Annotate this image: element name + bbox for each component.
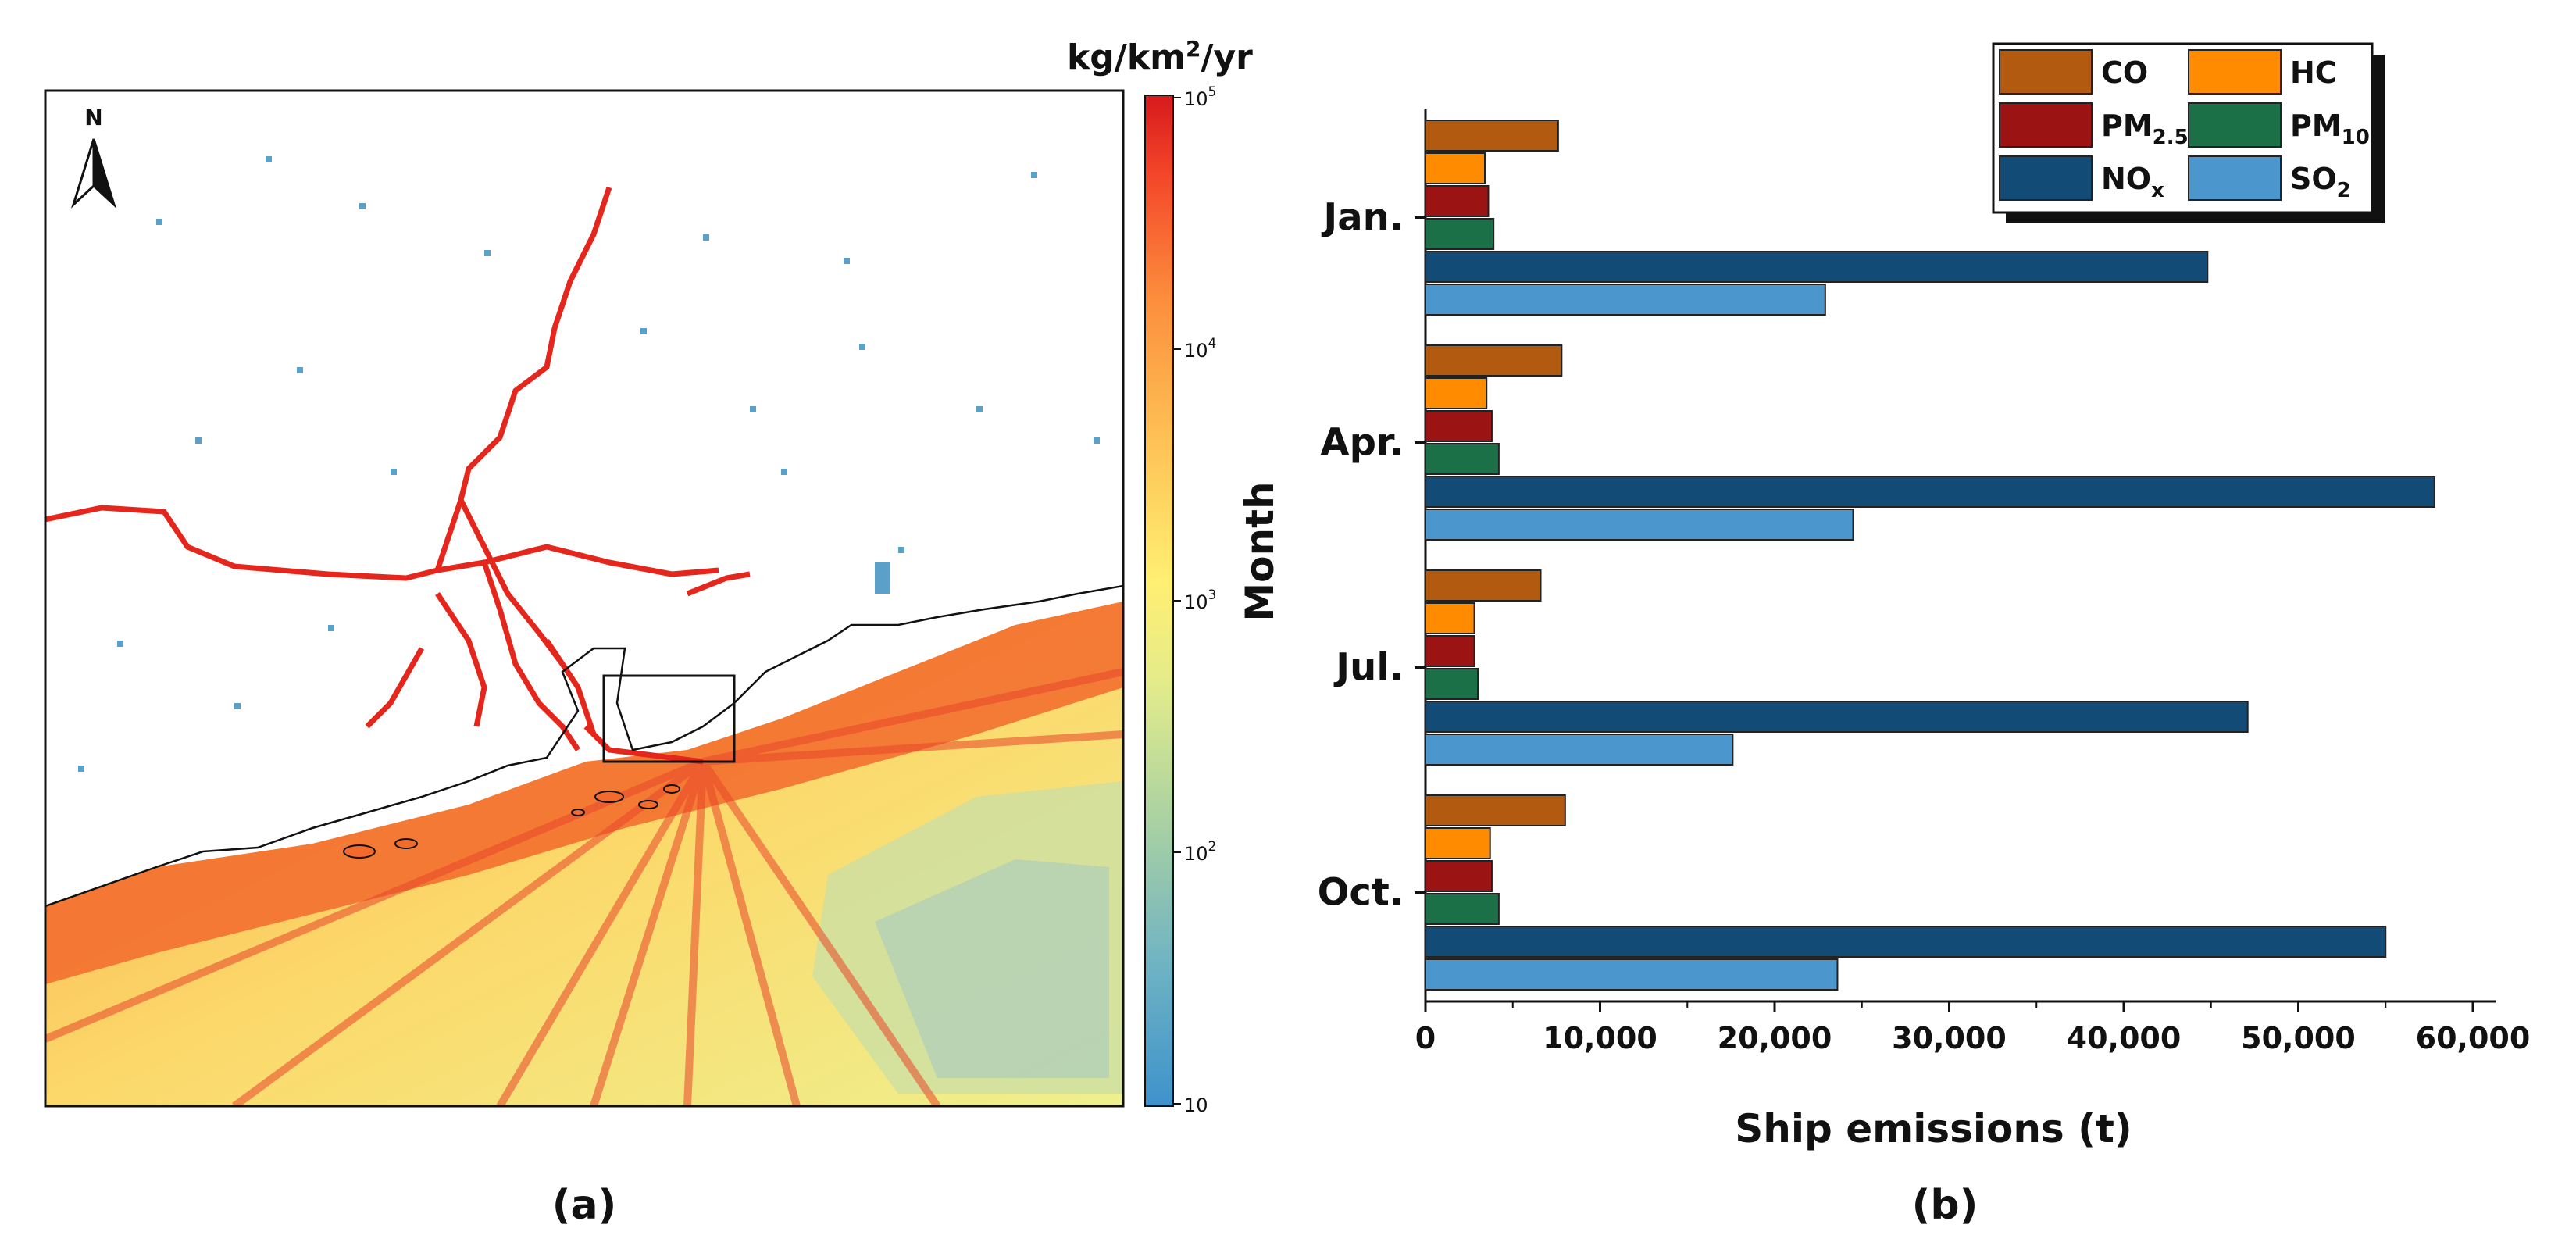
bar-co-oct: [1425, 794, 1566, 826]
colorbar-gradient: [1144, 95, 1174, 1107]
river-network: [45, 186, 751, 765]
bar-so-2-jan: [1425, 284, 1826, 316]
legend-label: SO2: [2290, 162, 2351, 202]
bar-co-jul: [1425, 569, 1542, 602]
legend-swatch: [2188, 155, 2282, 201]
bar-no-x-oct: [1425, 926, 2387, 958]
y-axis-title: Month: [1237, 481, 1283, 621]
bar-hc-jul: [1425, 602, 1475, 634]
legend-label: PM2.5: [2101, 109, 2189, 149]
colorbar-unit: kg/km2/yr: [1067, 36, 1253, 77]
y-tick-label: Apr.: [1320, 421, 1404, 465]
x-tick-label: 10,000: [1543, 1021, 1657, 1055]
panel-a-label: (a): [552, 1182, 617, 1229]
bar-pm-10-oct: [1425, 893, 1500, 925]
bar-pm-25-jan: [1425, 185, 1490, 217]
x-axis-title: Ship emissions (t): [1735, 1106, 2132, 1151]
x-tick-label: 20,000: [1718, 1021, 1832, 1055]
bar-so-2-oct: [1425, 958, 1839, 991]
colorbar-tick-label: 102: [1184, 839, 1216, 865]
colorbar-tick-label: 103: [1184, 587, 1216, 613]
legend-swatch: [1999, 155, 2093, 201]
bar-no-x-apr: [1425, 476, 2435, 508]
x-tick-label: 30,000: [1892, 1021, 2007, 1055]
colorbar: kg/km2/yr 105 104 103 102 10: [1067, 36, 1253, 1116]
legend-label: PM10: [2290, 109, 2370, 149]
legend-label: HC: [2290, 55, 2337, 90]
bar-no-x-jan: [1425, 251, 2209, 283]
emission-map: N: [44, 89, 1125, 1108]
map-frame: [44, 89, 1125, 1108]
panel-b-label: (b): [1912, 1182, 1978, 1229]
bar-pm-10-jan: [1425, 218, 1495, 250]
y-tick-label: Jan.: [1321, 196, 1404, 240]
legend-swatch: [1999, 49, 2093, 95]
bar-no-x-jul: [1425, 701, 2249, 733]
bar-pm-25-oct: [1425, 860, 1493, 892]
x-tick-label: 60,000: [2416, 1021, 2531, 1055]
north-arrow-right-icon: [92, 138, 117, 209]
legend-swatch: [2188, 102, 2282, 148]
legend-swatch: [2188, 49, 2282, 95]
colorbar-tick-label: 105: [1184, 84, 1216, 110]
bar-pm-10-apr: [1425, 443, 1500, 475]
bar-so-2-jul: [1425, 734, 1734, 766]
y-tick-label: Oct.: [1318, 871, 1404, 915]
bar-pm-10-jul: [1425, 668, 1479, 700]
bar-hc-apr: [1425, 377, 1488, 409]
legend-label: NOx: [2101, 162, 2164, 202]
legend: CO HC PM2.5 PM10 NOx SO2: [1992, 42, 2385, 223]
islands: [343, 784, 680, 859]
bar-co-apr: [1425, 344, 1563, 377]
north-arrow: N: [70, 105, 117, 209]
study-area-box: [602, 674, 736, 763]
x-tick-label: 40,000: [2067, 1021, 2182, 1055]
bar-so-2-apr: [1425, 509, 1854, 541]
bar-co-jan: [1425, 120, 1559, 152]
colorbar-ticks: 105 104 103 102 10: [1173, 84, 1216, 1116]
bar-hc-oct: [1425, 827, 1491, 859]
legend-swatch: [1999, 102, 2093, 148]
coastal-emission-band: [45, 602, 1123, 984]
bar-hc-jan: [1425, 152, 1486, 184]
bar-pm-25-apr: [1425, 410, 1493, 442]
shipping-lanes: [45, 668, 1123, 1106]
bar-pm-25-jul: [1425, 635, 1475, 667]
x-tick-label: 50,000: [2241, 1021, 2356, 1055]
colorbar-tick-label: 10: [1184, 1094, 1208, 1116]
colorbar-tick-label: 104: [1184, 336, 1216, 362]
legend-label: CO: [2101, 55, 2148, 90]
emission-bar-chart: 0 10,000 20,000 30,000 40,000 50,000 60,000 Shi…: [1237, 42, 2531, 1151]
land-pixels: [78, 156, 1100, 772]
north-label: N: [84, 105, 102, 130]
y-tick-label: Jul.: [1333, 646, 1404, 690]
coastline: [45, 584, 1123, 908]
x-tick-label: 0: [1415, 1021, 1436, 1055]
low-emission-patch: [875, 859, 1109, 1078]
